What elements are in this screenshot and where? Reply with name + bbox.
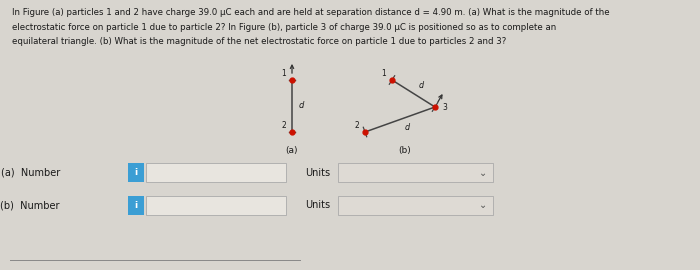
Text: equilateral triangle. (b) What is the magnitude of the net electrostatic force o: equilateral triangle. (b) What is the ma…	[12, 37, 506, 46]
Text: (b): (b)	[398, 146, 412, 154]
Text: 1: 1	[281, 69, 286, 78]
Text: d: d	[405, 123, 410, 131]
Text: d: d	[419, 82, 423, 90]
Text: i: i	[134, 168, 138, 177]
Text: (b)  Number: (b) Number	[1, 201, 60, 211]
Text: Units: Units	[305, 167, 330, 177]
Text: Units: Units	[305, 201, 330, 211]
Bar	[146, 163, 286, 182]
Bar	[128, 196, 144, 215]
Text: ⌄: ⌄	[479, 201, 487, 211]
Text: 2: 2	[354, 121, 359, 130]
Text: i: i	[134, 201, 138, 210]
Text: 3: 3	[442, 103, 447, 112]
Text: electrostatic force on particle 1 due to particle 2? In Figure (b), particle 3 o: electrostatic force on particle 1 due to…	[12, 22, 556, 32]
Text: (a): (a)	[286, 146, 298, 154]
Bar	[338, 163, 493, 182]
Text: 1: 1	[382, 69, 386, 78]
Text: (a)  Number: (a) Number	[1, 167, 60, 177]
Text: In Figure (a) particles 1 and 2 have charge 39.0 μC each and are held at separat: In Figure (a) particles 1 and 2 have cha…	[12, 8, 610, 17]
Text: d: d	[299, 102, 304, 110]
Bar	[338, 196, 493, 215]
Bar	[146, 196, 286, 215]
Text: ⌄: ⌄	[479, 167, 487, 177]
Bar	[128, 163, 144, 182]
Text: 2: 2	[281, 121, 286, 130]
